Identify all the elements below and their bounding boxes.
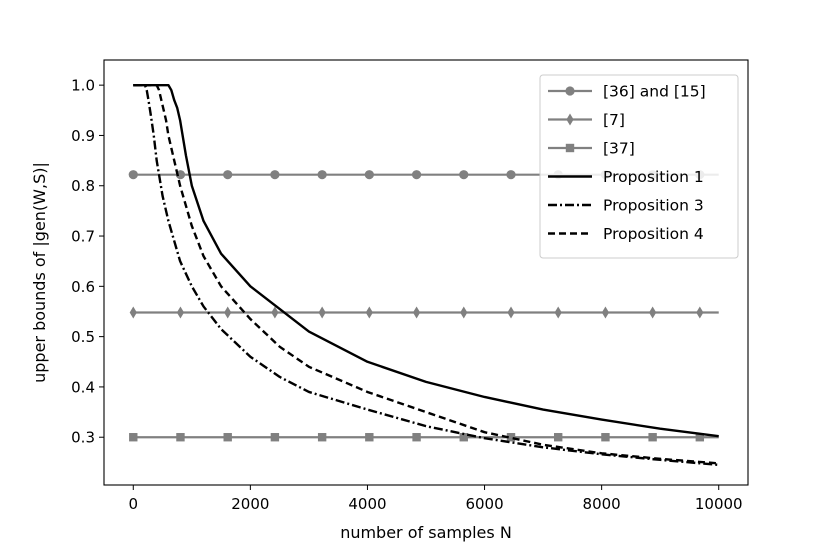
data-point — [223, 170, 233, 180]
legend-item: Proposition 1 — [548, 168, 704, 186]
data-point — [129, 306, 137, 319]
data-point — [649, 306, 657, 319]
x-axis-title: number of samples N — [340, 523, 512, 542]
series-2 — [129, 306, 719, 319]
x-tick-label: 2000 — [231, 495, 269, 513]
series-line — [133, 83, 719, 467]
legend-item: [37] — [548, 140, 635, 158]
data-point — [317, 170, 327, 180]
data-point — [128, 170, 138, 180]
data-point — [365, 306, 373, 319]
data-point — [412, 433, 421, 442]
series-line — [133, 83, 719, 438]
x-tick-label: 0 — [128, 495, 138, 513]
data-point — [695, 433, 705, 442]
series-3 — [129, 433, 719, 442]
legend-marker — [565, 86, 575, 96]
x-axis: 0 2000 4000 6000 8000 10000 — [128, 485, 743, 513]
data-point — [364, 170, 374, 180]
y-tick-label: 0.8 — [71, 177, 95, 195]
data-point — [271, 306, 279, 319]
y-tick-label: 0.5 — [71, 328, 95, 346]
series-layer — [128, 83, 719, 467]
legend-item: [36] and [15] — [548, 83, 706, 101]
legend-label: [7] — [603, 111, 625, 129]
y-tick-label: 0.4 — [71, 378, 95, 396]
data-point — [411, 170, 422, 180]
x-tick-label: 10000 — [695, 495, 743, 513]
data-point — [554, 306, 562, 319]
data-point — [317, 433, 327, 442]
legend-label: [36] and [15] — [603, 83, 706, 101]
data-point — [176, 433, 185, 442]
data-point — [601, 433, 610, 442]
legend: [36] and [15] [7] [37] Proposition 1 Proposi… — [539, 74, 739, 259]
y-tick-label: 0.3 — [71, 429, 95, 447]
legend-label: Proposition 1 — [603, 168, 704, 186]
data-point — [601, 306, 610, 319]
data-point — [696, 306, 704, 319]
y-axis: 0.3 0.4 0.5 0.6 0.7 0.8 0.9 1.0 — [71, 77, 104, 447]
data-point — [270, 433, 280, 442]
legend-label: Proposition 3 — [603, 197, 704, 215]
series-5 — [133, 83, 719, 467]
data-point — [506, 433, 516, 442]
data-point — [176, 306, 185, 319]
y-tick-label: 0.6 — [71, 278, 95, 296]
x-tick-label: 6000 — [465, 495, 503, 513]
data-point — [270, 170, 280, 180]
y-tick-label: 0.7 — [71, 228, 95, 246]
legend-marker — [565, 143, 575, 153]
x-tick-label: 4000 — [348, 495, 386, 513]
legend-label: Proposition 4 — [603, 225, 704, 243]
series-6 — [133, 83, 719, 465]
data-point — [459, 170, 469, 180]
data-point — [507, 306, 515, 319]
data-point — [648, 433, 657, 442]
data-point — [553, 433, 563, 442]
x-tick-label: 8000 — [583, 495, 621, 513]
series-4 — [133, 83, 719, 438]
data-point — [506, 170, 516, 180]
data-point — [460, 306, 468, 319]
data-point — [318, 306, 326, 319]
legend-label: [37] — [603, 140, 635, 158]
legend-item: Proposition 4 — [548, 225, 704, 243]
data-point — [223, 433, 232, 442]
series-line — [133, 83, 719, 465]
legend-item: Proposition 3 — [548, 197, 704, 215]
data-point — [412, 306, 421, 319]
legend-item: [7] — [548, 111, 625, 129]
plot-frame — [103, 59, 749, 486]
y-tick-label: 0.9 — [71, 127, 95, 145]
legend-marker — [566, 113, 574, 126]
y-axis-title: upper bounds of |gen(W,S)| — [30, 162, 49, 383]
legend-box — [539, 74, 739, 259]
data-point — [365, 433, 374, 442]
data-point — [129, 433, 138, 442]
data-point — [224, 306, 232, 319]
y-tick-label: 1.0 — [71, 77, 95, 95]
data-point — [459, 433, 468, 442]
